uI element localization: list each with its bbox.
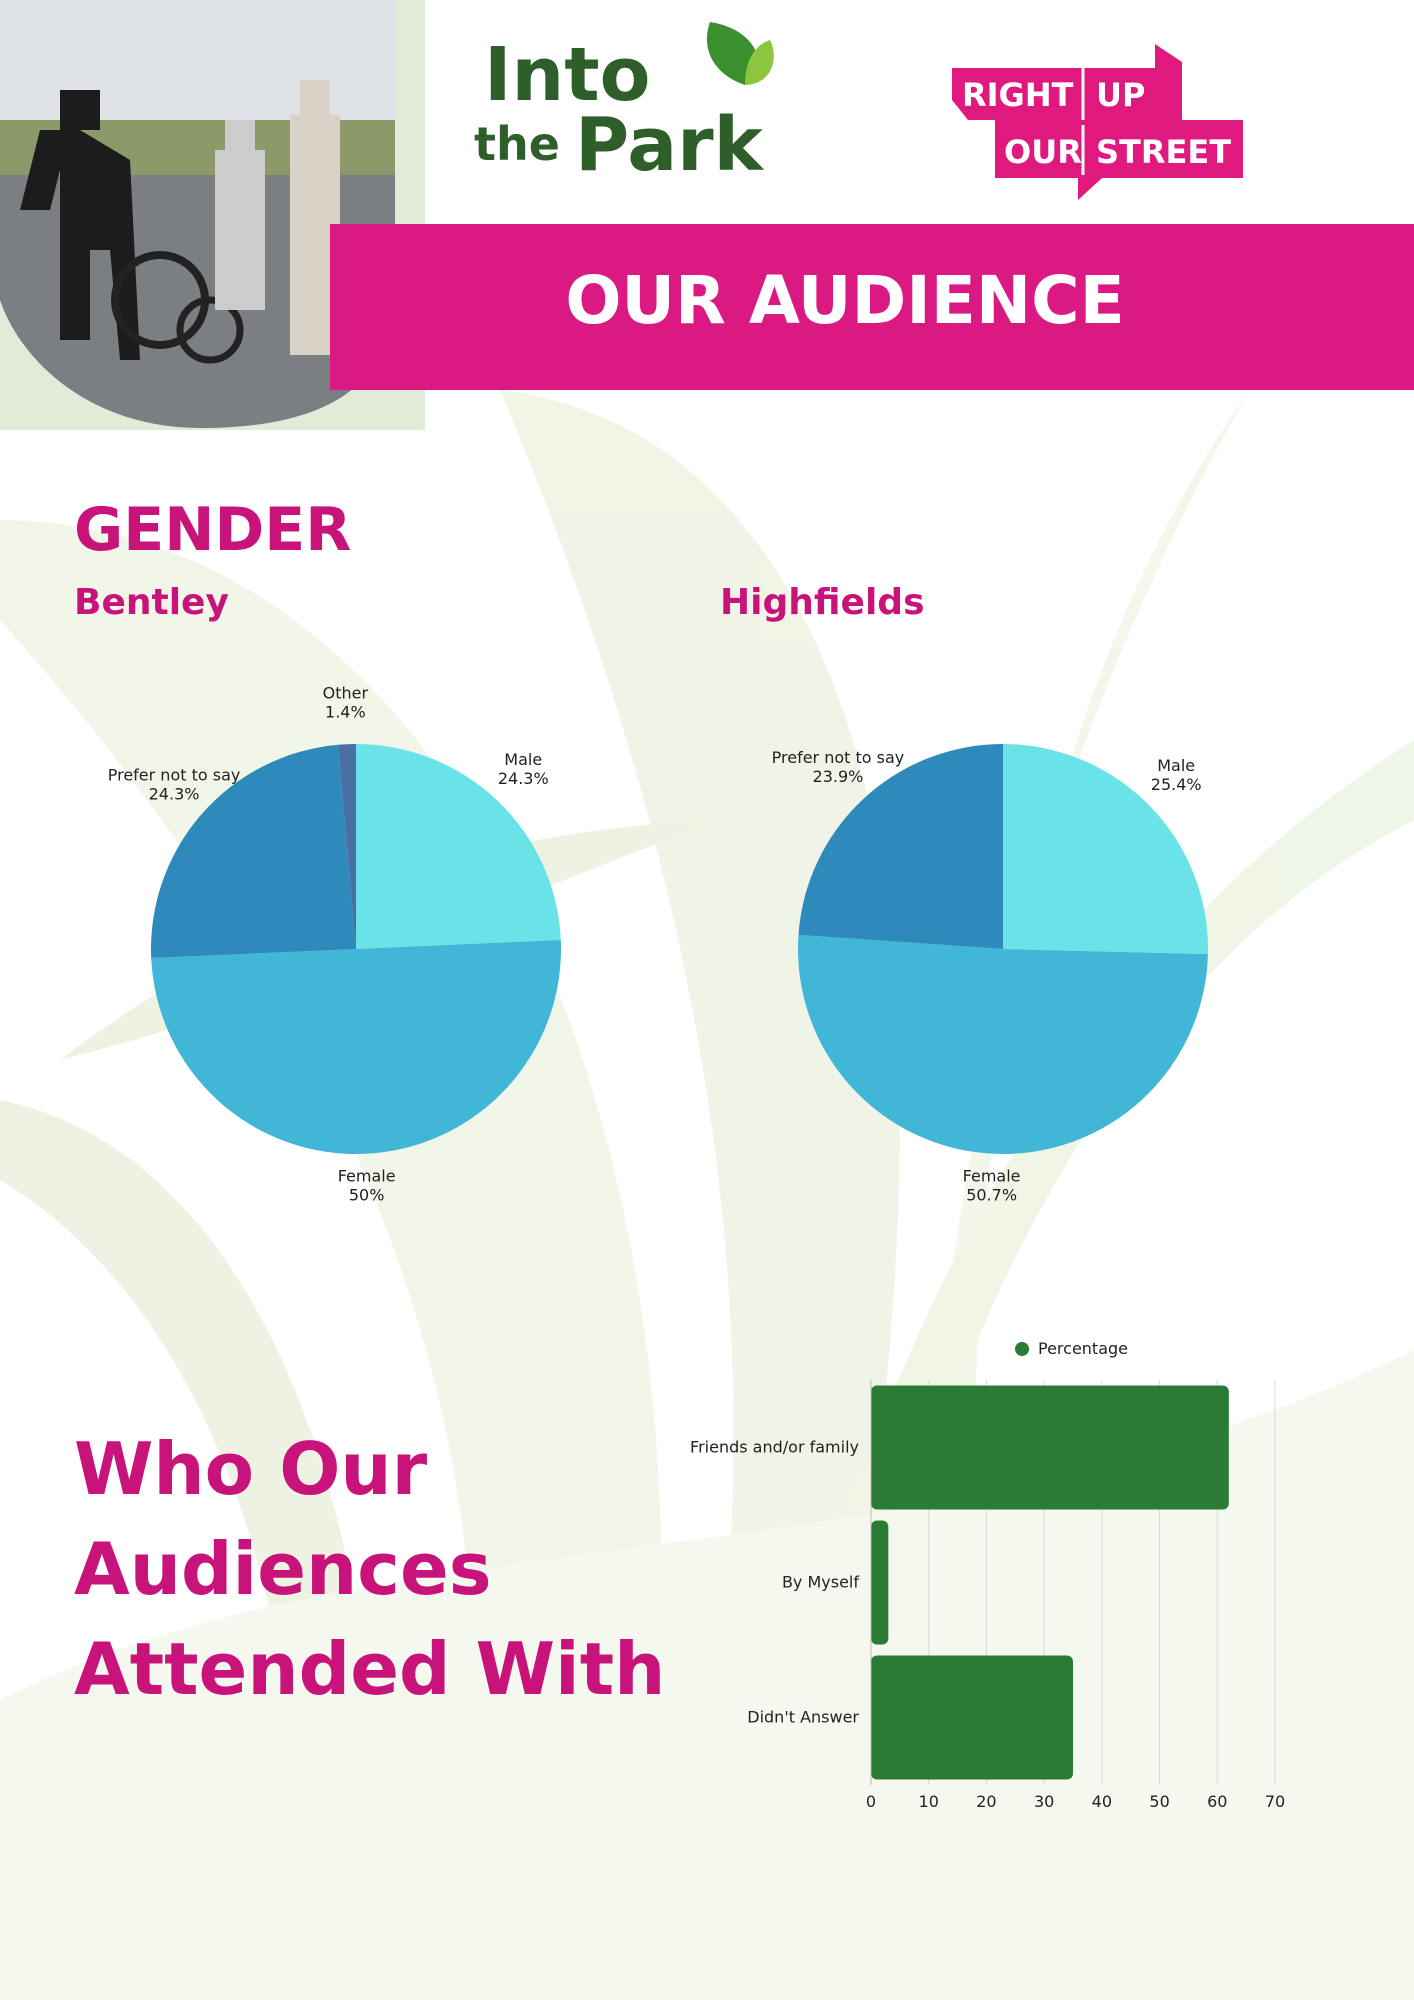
- slice-value-label: 23.9%: [813, 767, 864, 786]
- slice-value-label: 1.4%: [325, 702, 366, 721]
- bar: [871, 1520, 889, 1645]
- x-tick-label: 70: [1265, 1792, 1285, 1811]
- slice-value-label: 24.3%: [149, 785, 200, 804]
- pie-slice: [798, 934, 1208, 1154]
- section-title: GENDER: [74, 495, 351, 565]
- slice-label: Male: [504, 750, 542, 769]
- x-tick-label: 50: [1149, 1792, 1169, 1811]
- banner: [330, 224, 1414, 390]
- logo-text: Park: [575, 102, 765, 188]
- pie-slice: [337, 744, 356, 949]
- slice-label: Male: [1157, 756, 1195, 775]
- section-title: Audiences: [74, 1527, 492, 1611]
- x-tick-label: 60: [1207, 1792, 1227, 1811]
- slice-label: Other: [323, 683, 369, 702]
- slice-value-label: 50.7%: [966, 1186, 1017, 1205]
- x-tick-label: 40: [1092, 1792, 1112, 1811]
- pie-slice: [151, 939, 562, 1154]
- legend-label: Percentage: [1038, 1339, 1128, 1358]
- logo-text: Into: [484, 32, 650, 118]
- y-tick-label: Didn't Answer: [747, 1708, 859, 1727]
- x-tick-label: 30: [1034, 1792, 1054, 1811]
- logo-text: STREET: [1096, 133, 1231, 171]
- pie-slice: [1003, 744, 1208, 955]
- y-tick-label: Friends and/or family: [690, 1438, 859, 1457]
- photo: [0, 0, 395, 428]
- logo-text: UP: [1096, 76, 1145, 114]
- section-title: Attended With: [74, 1627, 665, 1711]
- slice-value-label: 50%: [349, 1186, 385, 1205]
- slice-value-label: 25.4%: [1151, 775, 1202, 794]
- pie-slice: [356, 744, 561, 949]
- y-tick-label: By Myself: [782, 1573, 859, 1592]
- background-leaves: [0, 390, 1414, 2000]
- logo-text: OUR: [1004, 133, 1082, 171]
- section-title: Who Our: [74, 1427, 428, 1511]
- logo-text: RIGHT: [962, 76, 1074, 114]
- legend-swatch: [1015, 1342, 1029, 1356]
- bar: [871, 1385, 1229, 1510]
- slice-value-label: 24.3%: [498, 769, 549, 788]
- slice-label: Prefer not to say: [108, 766, 241, 785]
- x-tick-label: 10: [919, 1792, 939, 1811]
- logo-into-the-park: Into the Park: [474, 22, 774, 188]
- logo-right-up-our-street: RIGHT UP OUR STREET: [952, 44, 1243, 200]
- pie-slice: [798, 744, 1003, 949]
- slice-label: Female: [963, 1167, 1021, 1186]
- x-tick-label: 0: [866, 1792, 876, 1811]
- logo-text: the: [474, 117, 560, 171]
- slice-label: Prefer not to say: [772, 748, 905, 767]
- banner-title: OUR AUDIENCE: [565, 262, 1124, 339]
- x-tick-label: 20: [976, 1792, 996, 1811]
- pie-title: Highfields: [720, 582, 925, 623]
- pie-title: Bentley: [74, 582, 229, 623]
- pie-slice: [150, 744, 356, 959]
- slice-label: Female: [338, 1167, 396, 1186]
- bar: [871, 1655, 1073, 1780]
